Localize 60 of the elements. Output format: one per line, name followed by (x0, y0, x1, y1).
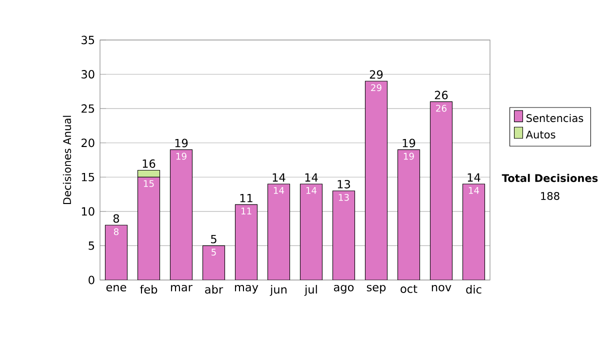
x-tick-label: oct (400, 284, 418, 294)
total-label: 8 (113, 214, 120, 223)
total-label: 5 (211, 234, 216, 244)
bar (104, 224, 128, 280)
total-label: 14 (305, 173, 318, 182)
data-label: 26 (436, 104, 446, 112)
total-label: 13 (338, 180, 350, 188)
total-label: 14 (468, 173, 480, 182)
bar (430, 101, 453, 280)
total-label: 11 (240, 194, 252, 202)
bar (234, 204, 258, 280)
x-tick-label: jun (270, 284, 286, 296)
text: 188 (541, 192, 560, 200)
text: Total Decisiones (502, 174, 598, 182)
data-label: 8 (114, 228, 119, 236)
y-tick-label: 25 (82, 104, 94, 113)
total-label: 19 (175, 138, 188, 148)
legend-label: Autos (526, 130, 556, 139)
y-tick-label: 0 (88, 276, 94, 284)
bar (300, 184, 323, 280)
data-label: 19 (176, 152, 186, 160)
x-tick-label: dic (466, 284, 482, 294)
y-axis-title: Decisiones Anual (62, 116, 72, 204)
y-tick-label: 30 (82, 70, 94, 79)
x-tick-label: may (235, 284, 258, 294)
x-tick-label: abr (205, 284, 224, 294)
data-label: 15 (144, 180, 154, 188)
total-label: 26 (434, 90, 448, 100)
x-tick-label: mar (171, 284, 192, 292)
data-label: 11 (241, 208, 252, 214)
x-tick-label: feb (140, 284, 158, 294)
data-label: 19 (404, 152, 414, 160)
y-tick-label: 5 (88, 242, 94, 250)
bar (397, 149, 420, 280)
data-label: 14 (468, 187, 480, 194)
x-tick-label: jul (304, 284, 317, 296)
bar (267, 184, 290, 280)
y-tick-label: 20 (82, 138, 94, 148)
y-tick-label: 35 (82, 36, 94, 44)
data-label: 13 (338, 194, 349, 201)
x-tick-label: nov (432, 284, 452, 292)
x-tick-label: sep (366, 284, 386, 294)
legend-label: Sentencias (526, 114, 584, 122)
data-label: 29 (371, 84, 382, 92)
data-label: 14 (274, 187, 284, 194)
y-tick-label: 10 (82, 207, 94, 216)
bar (462, 184, 486, 280)
data-label: 14 (306, 187, 317, 194)
total-label: 19 (402, 138, 416, 148)
bar (364, 80, 388, 280)
bar (202, 245, 226, 280)
bar (332, 190, 356, 280)
total-label: 16 (142, 159, 156, 168)
total-label: 29 (370, 70, 383, 79)
bar (170, 149, 193, 280)
x-tick-label: ago (334, 284, 354, 294)
x-tick-label: ene (106, 284, 126, 292)
y-tick-label: 15 (82, 172, 94, 182)
total-label: 14 (272, 173, 286, 182)
data-label: 5 (212, 248, 216, 256)
